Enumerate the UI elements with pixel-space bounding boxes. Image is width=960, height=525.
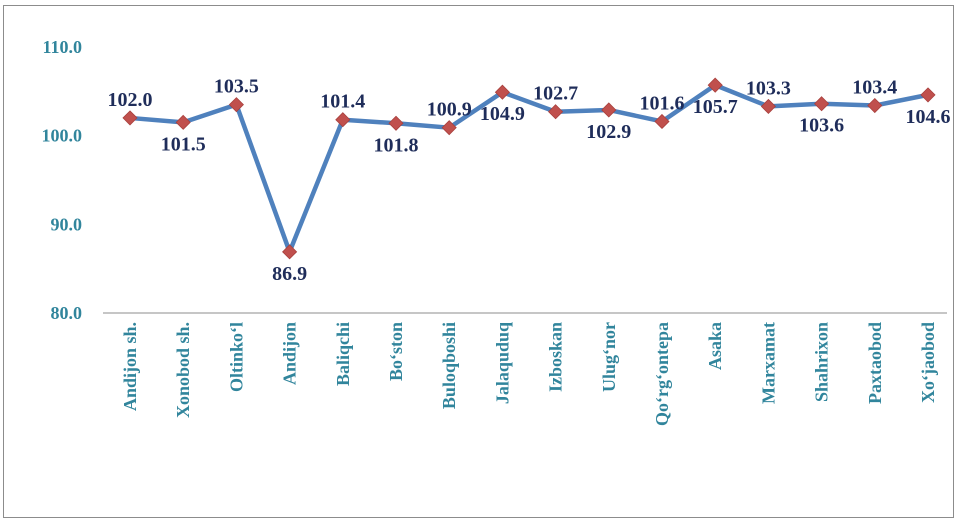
x-tick-label: Ulug‘nor (599, 322, 619, 392)
data-point-marker[interactable] (654, 113, 670, 130)
x-tick-label: Bo‘ston (386, 322, 406, 381)
data-point-marker[interactable] (388, 115, 404, 131)
data-label: 101.5 (161, 133, 206, 155)
data-point-marker[interactable] (175, 114, 191, 130)
data-label: 100.9 (427, 99, 472, 121)
data-point-marker[interactable] (867, 97, 883, 114)
x-tick-label: Shahrixon (812, 322, 832, 402)
y-tick-label: 80.0 (51, 303, 83, 323)
y-tick-label: 110.0 (42, 37, 82, 57)
data-point-marker[interactable] (601, 102, 617, 118)
data-label: 101.4 (320, 91, 365, 113)
x-tick-label: Andijon (280, 322, 300, 385)
data-point-marker[interactable] (760, 98, 776, 114)
x-tick-label: Izboskan (546, 322, 566, 392)
data-point-marker[interactable] (548, 104, 564, 120)
data-label: 102.7 (533, 83, 578, 105)
x-tick-label: Baliqchi (333, 322, 353, 386)
data-point-marker[interactable] (441, 120, 457, 136)
data-label: 103.3 (746, 77, 791, 99)
data-point-marker[interactable] (920, 87, 936, 103)
x-tick-label: Asaka (705, 322, 725, 370)
data-label: 104.9 (480, 103, 525, 125)
data-point-marker[interactable] (335, 112, 351, 128)
data-label: 101.8 (374, 134, 419, 156)
y-tick-label: 100.0 (42, 126, 83, 146)
x-tick-label: Xo‘jaobod (918, 322, 938, 403)
data-point-marker[interactable] (122, 110, 138, 126)
x-tick-label: Buloqboshi (439, 322, 459, 409)
x-tick-label: Jalaquduq (492, 322, 512, 404)
data-point-marker[interactable] (494, 84, 510, 100)
x-tick-label: Oltinko‘l (226, 322, 246, 392)
y-tick-label: 90.0 (51, 214, 83, 234)
data-label: 102.9 (586, 121, 631, 143)
x-tick-label: Marxamat (758, 322, 778, 404)
data-label: 105.7 (693, 96, 738, 118)
data-point-marker[interactable] (228, 97, 244, 113)
data-point-marker[interactable] (282, 244, 298, 260)
data-label: 104.6 (906, 106, 951, 128)
x-tick-label: Qo‘rg‘ontepa (652, 322, 672, 426)
x-tick-label: Paxtaobod (865, 322, 885, 404)
data-point-marker[interactable] (814, 96, 830, 112)
data-label: 102.0 (108, 89, 153, 111)
data-label: 103.6 (799, 115, 844, 137)
data-label: 101.6 (640, 92, 685, 114)
x-tick-label: Andijon sh. (120, 322, 140, 411)
chart-frame (3, 5, 954, 518)
data-label: 86.9 (272, 263, 307, 285)
series-line (127, 82, 931, 255)
data-point-marker[interactable] (707, 77, 723, 93)
x-tick-label: Xonobod sh. (173, 322, 193, 418)
data-label: 103.5 (214, 76, 259, 98)
data-label: 103.4 (852, 77, 897, 99)
